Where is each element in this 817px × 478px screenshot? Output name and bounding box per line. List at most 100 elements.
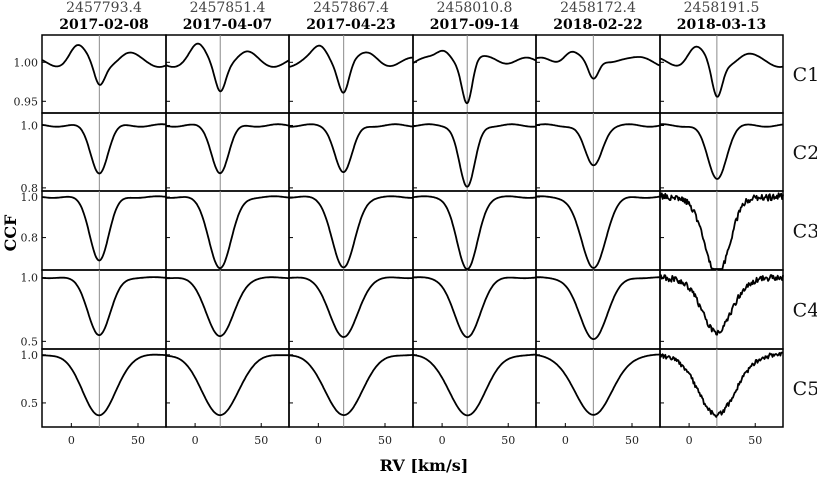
- ccf-panel: [659, 190, 784, 271]
- x-tick-label: 0: [439, 434, 446, 447]
- ccf-profile-line: [659, 45, 784, 98]
- row-label: C2: [793, 142, 817, 164]
- ccf-profile-line: [289, 123, 414, 173]
- ccf-panel: [41, 34, 167, 114]
- ccf-panel: [535, 348, 661, 428]
- panel-frame: [659, 34, 784, 114]
- panel-frame: [659, 348, 784, 428]
- panel-frame: [41, 269, 167, 350]
- x-tick-label: 0: [315, 434, 322, 447]
- ccf-panel: [412, 34, 537, 114]
- ccf-panel: [535, 190, 661, 271]
- ccf-profile-line: [165, 42, 290, 93]
- ccf-panel: [41, 112, 167, 192]
- ccf-panel: [535, 269, 661, 350]
- ccf-profile-line: [412, 195, 537, 270]
- ccf-panel: [412, 348, 537, 428]
- ccf-panel: [535, 34, 661, 114]
- x-axis-label: RV [km/s]: [380, 456, 469, 475]
- ccf-panel: [165, 269, 290, 350]
- panel-frame: [41, 112, 167, 192]
- ccf-profile-line: [535, 353, 660, 416]
- ccf-panel: [165, 190, 290, 271]
- x-tick-label: 50: [131, 434, 145, 447]
- y-tick-label: 1.0: [21, 119, 39, 132]
- ccf-panel: [535, 112, 661, 192]
- panel-frame: [41, 34, 167, 114]
- ccf-panel: [288, 112, 414, 192]
- x-tick-label: 0: [192, 434, 199, 447]
- ccf-profile-line: [165, 195, 290, 270]
- ccf-panel: [412, 190, 537, 271]
- ccf-panel: [412, 269, 537, 350]
- ccf-profile-line: [412, 123, 536, 188]
- row-label: C5: [793, 378, 817, 400]
- ccf-panel: [659, 34, 784, 114]
- column-date-label: 2017-02-08: [59, 17, 149, 33]
- panel-frame: [165, 269, 290, 350]
- ccf-panel: [288, 34, 414, 114]
- ccf-profile-line: [41, 123, 167, 175]
- x-tick-label: 50: [501, 434, 515, 447]
- ccf-profile-line: [42, 353, 166, 417]
- ccf-profile-line: [41, 276, 167, 336]
- y-tick-label: 1.0: [21, 349, 39, 362]
- row-labels: C1 C2 C3 C4 C5: [793, 64, 817, 400]
- y-tick-label: 0.8: [21, 182, 39, 195]
- y-tick-label: 0.5: [21, 397, 39, 410]
- column-date-label: 2018-03-13: [677, 17, 767, 33]
- ccf-profile-line: [412, 276, 536, 339]
- ccf-profile-line: [412, 353, 536, 417]
- column-date-label: 2017-04-23: [306, 17, 396, 33]
- panel-frame: [659, 190, 784, 271]
- column-jd-label: 2457867.4: [313, 0, 389, 16]
- ccf-panel: [288, 269, 414, 350]
- x-tick-label: 0: [686, 434, 693, 447]
- ccf-panel: [41, 348, 167, 428]
- ccf-panel: [165, 112, 290, 192]
- column-jd-label: 2458010.8: [437, 0, 513, 16]
- y-tick-label: 1.0: [21, 191, 39, 204]
- panel-frame: [412, 269, 537, 350]
- ccf-profile-line: [659, 274, 784, 336]
- column-jd-label: 2457851.4: [190, 0, 266, 16]
- ccf-profile-line: [288, 276, 414, 338]
- panel-frame: [288, 190, 414, 271]
- column-date-label: 2018-02-22: [553, 17, 643, 33]
- ccf-panel: [412, 112, 537, 192]
- panel-frame: [535, 348, 661, 428]
- ccf-profile-line: [412, 49, 537, 105]
- ccf-profile-line: [41, 195, 167, 262]
- ccf-profile-line: [659, 351, 784, 418]
- column-date-label: 2017-09-14: [430, 17, 520, 33]
- panel-frame: [41, 348, 167, 428]
- panel-frame: [165, 348, 290, 428]
- ccf-profile-line: [165, 354, 289, 416]
- ccf-panel: [165, 348, 290, 428]
- panel-frame: [412, 348, 537, 428]
- y-axis-label: CCF: [1, 214, 20, 251]
- x-tick-label: 50: [748, 434, 762, 447]
- ccf-panel: [659, 112, 784, 192]
- panel-frame: [288, 348, 414, 428]
- ccf-profile-line: [535, 50, 661, 80]
- ccf-profile-line: [535, 276, 660, 340]
- x-tick-labels: 0 50 0 50 0 50 0 50 0 50 0 50: [68, 434, 762, 447]
- ccf-profile-line: [288, 354, 414, 416]
- y-tick-label: 0.5: [21, 335, 39, 348]
- panel-frame: [288, 269, 414, 350]
- y-tick-label: 1.0: [21, 272, 39, 285]
- ccf-panel: [41, 190, 167, 271]
- row-label: C4: [793, 300, 817, 322]
- ccf-profile-line: [535, 195, 660, 269]
- ccf-panel: [41, 269, 167, 350]
- panels-layer: [41, 34, 784, 428]
- ccf-profile-line: [165, 123, 290, 175]
- x-tick-label: 50: [378, 434, 392, 447]
- panel-frame: [41, 190, 167, 271]
- column-jd-label: 2458191.5: [684, 0, 760, 16]
- column-jd-label: 2457793.4: [66, 0, 142, 16]
- x-tick-label: 50: [625, 434, 639, 447]
- y-tick-label: 0.8: [21, 232, 39, 245]
